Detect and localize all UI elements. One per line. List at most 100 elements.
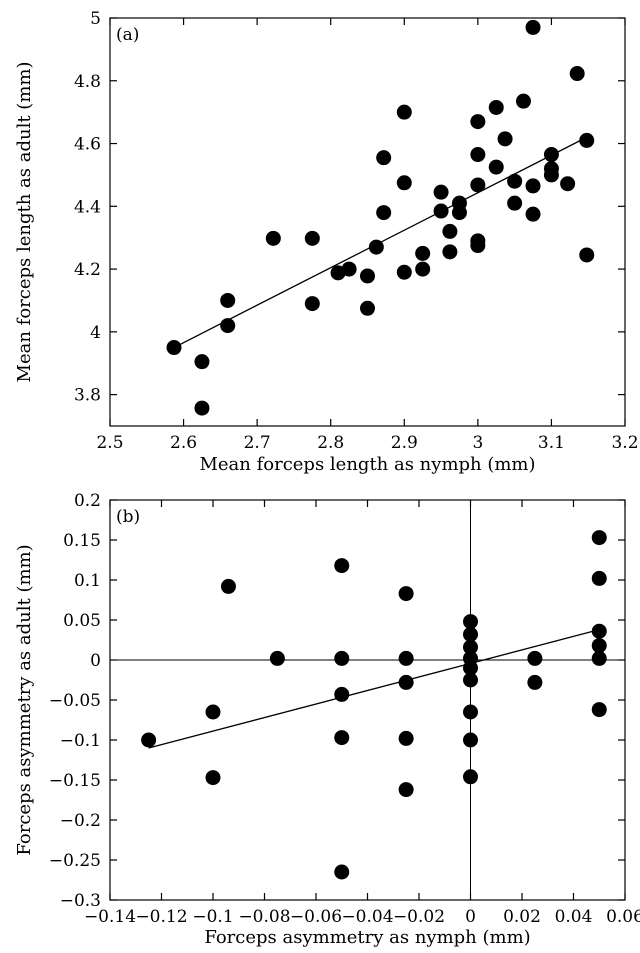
y-tick-label: 4.2	[74, 260, 101, 280]
data-point	[269, 650, 285, 666]
data-point	[396, 264, 412, 280]
y-tick-label: −0.05	[49, 691, 101, 711]
y-tick-label: 0.05	[63, 611, 101, 631]
y-tick-label: 3.8	[74, 386, 101, 406]
x-tick-label: −0.1	[192, 907, 233, 927]
data-point	[360, 268, 375, 284]
panel-label: (a)	[116, 25, 139, 45]
y-tick-label: −0.2	[60, 811, 101, 831]
data-point	[560, 176, 576, 192]
data-point	[334, 558, 350, 574]
data-point	[470, 114, 486, 130]
data-point	[488, 99, 504, 115]
data-point	[463, 704, 478, 720]
regression-line	[148, 628, 600, 749]
data-point	[205, 704, 221, 720]
data-point	[442, 223, 458, 239]
data-point	[166, 340, 182, 356]
data-point	[579, 247, 595, 263]
data-point	[515, 93, 531, 109]
y-tick-label: −0.25	[49, 851, 101, 871]
data-point	[463, 639, 478, 655]
data-point	[398, 782, 414, 798]
data-point	[376, 150, 392, 166]
panel-b: −0.14 −0.12 −0.1 −0.08 −0.06 −0.04 −0.02 0 0.02 0…	[14, 491, 640, 948]
data-point	[398, 650, 414, 666]
data-point	[396, 104, 412, 120]
data-point	[463, 769, 478, 785]
data-point	[470, 147, 486, 163]
data-point	[341, 261, 357, 277]
data-point	[396, 175, 412, 191]
x-tick-label: 0.02	[503, 907, 541, 927]
x-tick-label: 3.1	[538, 433, 565, 453]
plot-frame	[109, 499, 626, 901]
x-tick-label: −0.02	[393, 907, 445, 927]
data-point	[141, 732, 157, 748]
x-tick-label: −0.14	[84, 907, 136, 927]
data-point	[304, 230, 320, 246]
data-point	[415, 245, 431, 261]
data-point	[220, 318, 236, 334]
y-tick-label: −0.3	[60, 891, 101, 911]
data-point	[525, 19, 541, 35]
y-tick-label: 0	[90, 651, 101, 671]
data-point	[497, 131, 513, 147]
data-point	[507, 173, 523, 189]
data-point	[591, 570, 607, 586]
data-point	[591, 623, 607, 639]
data-point	[579, 132, 595, 148]
x-tick-label: −0.08	[238, 907, 290, 927]
y-axis-label: Mean forceps length as adult (mm)	[14, 62, 35, 383]
data-point	[334, 730, 350, 746]
y-tick-label: 0.1	[74, 571, 101, 591]
data-point	[304, 296, 320, 312]
x-tick-label: 3	[472, 433, 483, 453]
data-point	[591, 638, 607, 654]
data-point	[527, 650, 543, 666]
y-tick-label: 0.2	[74, 491, 101, 511]
data-point	[398, 674, 414, 690]
plot-frame	[109, 17, 626, 427]
data-point	[591, 650, 607, 666]
x-tick-label: 2.8	[317, 433, 344, 453]
data-point	[398, 586, 414, 602]
data-point	[220, 578, 236, 594]
data-point	[265, 230, 281, 246]
x-tick-label: −0.06	[290, 907, 342, 927]
data-point	[525, 206, 541, 222]
y-tick-label: 4	[90, 323, 101, 343]
y-tick-label: −0.1	[60, 731, 101, 751]
data-point	[543, 167, 559, 183]
data-point	[451, 205, 467, 221]
data-point	[569, 66, 585, 82]
x-tick-label: 2.6	[170, 433, 197, 453]
x-tick-label: 0.06	[606, 907, 640, 927]
data-point	[463, 732, 478, 748]
data-point	[463, 660, 478, 676]
data-point	[488, 159, 504, 175]
data-point	[194, 354, 210, 370]
data-point	[463, 626, 478, 642]
panel-a: 2.5 2.6 2.7 2.8 2.9 3 3.1 3.2 3.8 4 4.2 4.4 4.6 4.8 5 (…	[14, 9, 639, 475]
y-tick-label: 0.15	[63, 531, 101, 551]
y-axis-label: Forceps asymmetry as adult (mm)	[14, 544, 35, 855]
panel-label: (b)	[116, 507, 140, 527]
x-axis-label: Mean forceps length as nymph (mm)	[199, 454, 535, 475]
data-point	[334, 686, 350, 702]
data-point	[470, 238, 486, 254]
data-point	[334, 864, 350, 880]
x-tick-label: 0.04	[555, 907, 593, 927]
data-point	[415, 261, 431, 277]
data-point	[591, 530, 607, 546]
data-point	[205, 770, 221, 786]
data-point	[463, 672, 478, 688]
data-point	[525, 178, 541, 194]
data-point	[442, 244, 458, 260]
x-tick-label: −0.12	[135, 907, 187, 927]
x-axis-label: Forceps asymmetry as nymph (mm)	[204, 927, 530, 948]
y-tick-label: 4.6	[74, 135, 101, 155]
data-point	[220, 292, 236, 308]
data-point	[398, 730, 414, 746]
